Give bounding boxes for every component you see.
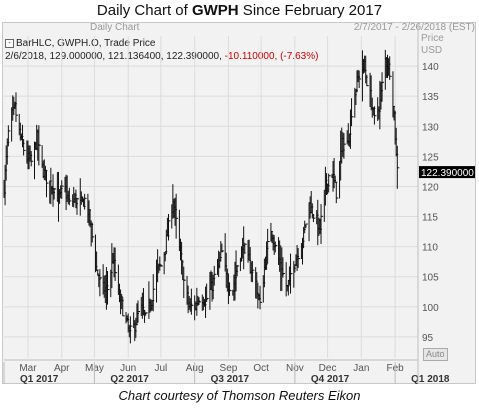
- legend-ohlc: 2/6/2018, 129.000000, 121.136400, 122.39…: [5, 51, 225, 62]
- x-tick-label: Sep: [220, 363, 238, 374]
- last-price-box: [419, 166, 475, 179]
- price-bar: [190, 288, 194, 315]
- price-bar: [320, 204, 324, 244]
- quarter-label: Q1 2017: [20, 374, 59, 385]
- price-bar: [160, 264, 163, 267]
- x-tick-label: Mar: [19, 363, 37, 374]
- price-bar: [297, 248, 301, 268]
- currency-label: Price USD: [421, 33, 444, 57]
- price-bar: [305, 223, 308, 229]
- legend: - BarHLC, GWPH.O, Trade Price 2/6/2018, 1…: [5, 37, 318, 63]
- price-bar: [76, 197, 79, 215]
- y-tick-label: 95: [422, 333, 434, 344]
- price-bar: [38, 125, 41, 166]
- auto-scale-button[interactable]: Auto: [423, 348, 448, 361]
- price-bar: [114, 247, 118, 281]
- x-tick-label: Dec: [319, 363, 337, 374]
- price-bar: [396, 145, 400, 189]
- y-tick-label: 110: [422, 243, 438, 254]
- price-bar: [335, 182, 339, 204]
- x-tick-label: Jul: [154, 363, 167, 374]
- price-bar: [259, 285, 263, 310]
- price-bar: [45, 170, 49, 198]
- price-bar: [175, 193, 179, 239]
- legend-values: 2/6/2018, 129.000000, 121.136400, 122.39…: [5, 50, 318, 63]
- quarter-label: Q2 2017: [110, 374, 149, 385]
- legend-change: -10.110000, (-7.63%): [224, 51, 319, 62]
- price-bar: [206, 283, 209, 303]
- y-tick-label: 125: [422, 152, 439, 163]
- x-tick-label: Oct: [253, 363, 269, 374]
- quarter-label: Q3 2017: [211, 374, 250, 385]
- price-bar: [236, 265, 240, 277]
- y-tick-label: 140: [422, 62, 439, 73]
- price-bar: [68, 187, 72, 206]
- price-bar: [96, 251, 99, 272]
- price-bar: [91, 222, 95, 243]
- price-bar: [15, 92, 18, 122]
- price-bar: [251, 261, 255, 283]
- price-bar: [99, 269, 102, 297]
- y-tick-label: 135: [422, 92, 439, 103]
- price-bar: [152, 274, 156, 312]
- chart-subtitle: Daily Chart: [90, 22, 140, 33]
- price-bar: [213, 265, 217, 286]
- price-bar: [61, 180, 64, 199]
- y-tick-label: 130: [422, 122, 439, 133]
- title-ticker: GWPH: [191, 2, 239, 19]
- y-tick-label: 115: [422, 213, 438, 224]
- price-bar: [282, 257, 285, 278]
- price-bar: [373, 106, 377, 125]
- chart-title: Daily Chart of GWPH Since February 2017: [0, 2, 479, 19]
- title-suffix: Since February 2017: [238, 2, 383, 19]
- currency-unit: USD: [421, 45, 443, 56]
- x-tick-label: Jun: [120, 363, 136, 374]
- price-bar: [145, 312, 148, 316]
- collapse-icon[interactable]: -: [5, 38, 14, 48]
- quarter-label: Q1 2018: [411, 374, 450, 385]
- legend-series-label: BarHLC, GWPH.O, Trade Price: [16, 38, 156, 49]
- y-tick-label: 105: [422, 273, 439, 284]
- price-bar: [107, 270, 110, 305]
- price-bar: [389, 56, 392, 80]
- price-bar: [183, 266, 186, 299]
- x-tick-label: Apr: [54, 363, 70, 374]
- price-bar: [244, 242, 247, 254]
- price-bar: [343, 133, 346, 159]
- quarter-label: Q4 2017: [311, 374, 350, 385]
- price-bar: [198, 297, 202, 305]
- price-bar: [30, 151, 34, 167]
- legend-series: - BarHLC, GWPH.O, Trade Price: [5, 37, 318, 50]
- price-bar: [358, 70, 362, 89]
- price-bar: [312, 213, 316, 223]
- y-tick-label: 100: [422, 303, 439, 314]
- price-bar: [274, 241, 278, 253]
- x-tick-label: Jan: [353, 363, 369, 374]
- price-bar: [366, 74, 369, 87]
- price-bar: [351, 98, 354, 127]
- price-bar: [53, 188, 57, 200]
- price-bar: [23, 138, 26, 156]
- price-bar: [381, 72, 385, 102]
- price-bar: [129, 316, 133, 344]
- price-bar: [334, 175, 338, 183]
- y-tick-label: 120: [422, 182, 439, 193]
- title-prefix: Daily Chart of: [96, 2, 192, 19]
- price-bar: [267, 228, 270, 264]
- price-bar: [168, 213, 171, 241]
- date-range: 2/7/2017 - 2/26/2018 (EST): [353, 22, 475, 33]
- price-bar: [328, 173, 331, 193]
- price-bar: [137, 300, 141, 323]
- price-bar: [144, 309, 147, 323]
- price-bar: [229, 282, 232, 296]
- price-bar: [7, 125, 11, 147]
- currency-price: Price: [421, 33, 444, 44]
- last-price-label: 122.390000: [421, 168, 474, 179]
- chart-caption: Chart courtesy of Thomson Reuters Eikon: [118, 388, 361, 403]
- price-bar: [122, 296, 125, 317]
- price-bar: [290, 253, 293, 294]
- price-bar: [221, 243, 224, 253]
- price-bar: [84, 193, 87, 210]
